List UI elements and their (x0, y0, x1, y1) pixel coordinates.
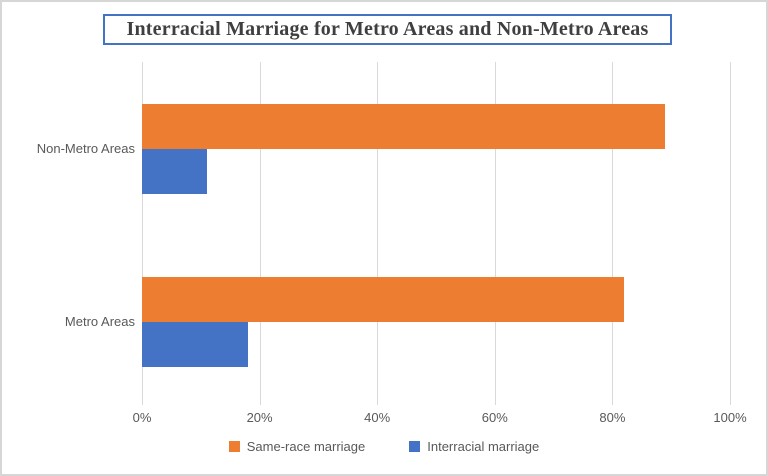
legend-item-same-race: Same-race marriage (228, 439, 366, 454)
gridline-0- (142, 62, 143, 405)
x-tick-label-80-: 80% (599, 410, 626, 425)
legend-label-same-race: Same-race marriage (246, 439, 366, 454)
gridline-80- (612, 62, 614, 405)
plot-area (142, 62, 731, 405)
gridline-20- (259, 62, 261, 405)
category-label-metro-areas: Metro Areas (64, 313, 135, 329)
x-tick-label-100-: 100% (713, 410, 747, 425)
bar-interracial-marriage-metro-areas (142, 321, 248, 367)
x-tick-label-0-: 0% (132, 410, 152, 425)
gridline-40- (377, 62, 379, 405)
x-tick-label-20-: 20% (246, 410, 273, 425)
bar-same-race-marriage-non-metro-areas (142, 103, 666, 149)
bar-same-race-marriage-metro-areas (142, 276, 625, 322)
legend-swatch-same-race-icon (228, 441, 240, 452)
legend-item-interracial: Interracial marriage (409, 439, 539, 454)
gridline-60- (494, 62, 496, 405)
legend-label-interracial: Interracial marriage (427, 439, 540, 454)
chart-title-text: Interracial Marriage for Metro Areas and… (126, 18, 649, 40)
x-tick-label-60-: 60% (481, 410, 508, 425)
legend-swatch-interracial-icon (409, 441, 421, 452)
y-axis-category-labels: Non-Metro Areas Metro Areas (2, 62, 135, 408)
legend: Same-race marriage Interracial marriage (2, 439, 766, 454)
gridline-100- (730, 62, 731, 405)
bar-interracial-marriage-non-metro-areas (142, 148, 207, 194)
x-axis-labels: 0% 20% 40% 60% 80% 100% (133, 410, 747, 428)
category-label-non-metro-areas: Non-Metro Areas (36, 140, 135, 156)
chart-title: Interracial Marriage for Metro Areas and… (103, 14, 672, 45)
x-tick-label-40-: 40% (364, 410, 391, 425)
